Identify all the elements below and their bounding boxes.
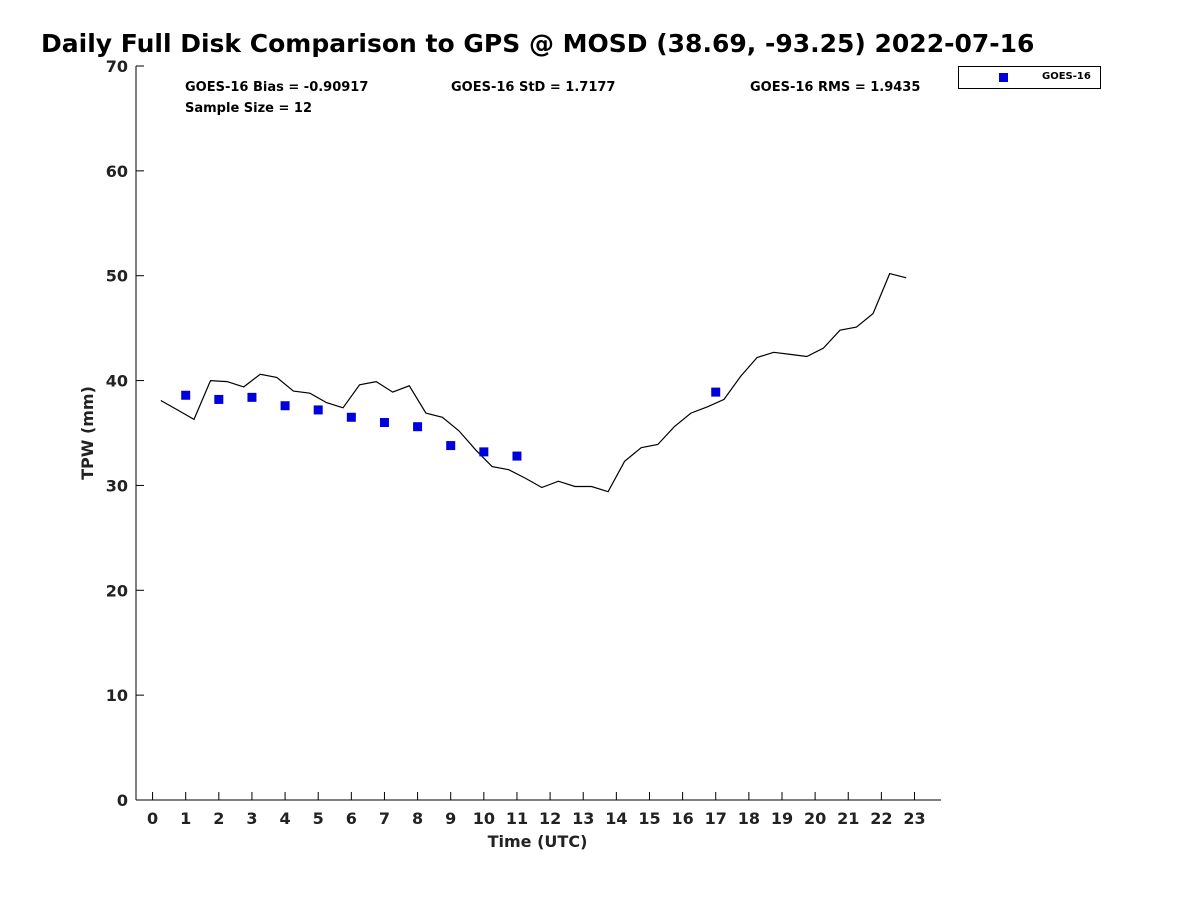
- x-tick-label-8: 8: [412, 809, 423, 828]
- gps-line-layer: [160, 272, 907, 493]
- x-tick-label-9: 9: [445, 809, 456, 828]
- x-tick-label-1: 1: [180, 809, 191, 828]
- goes16-point: [446, 441, 456, 451]
- x-tick-label-0: 0: [147, 809, 158, 828]
- legend: GOES-16: [958, 66, 1101, 89]
- y-tick-label-0: 0: [117, 791, 128, 810]
- x-tick-label-5: 5: [313, 809, 324, 828]
- x-tick-label-12: 12: [539, 809, 561, 828]
- y-tick-label-40: 40: [106, 372, 128, 391]
- goes16-point: [379, 418, 389, 428]
- x-tick-label-4: 4: [280, 809, 291, 828]
- chart-title: Daily Full Disk Comparison to GPS @ MOSD…: [41, 29, 1035, 58]
- y-tick-label-60: 60: [106, 162, 128, 181]
- x-tick-label-10: 10: [473, 809, 495, 828]
- y-tick-label-70: 70: [106, 57, 128, 76]
- goes16-point: [247, 392, 257, 402]
- x-tick-label-22: 22: [870, 809, 892, 828]
- sample-size-stat: Sample Size = 12: [185, 101, 313, 116]
- x-tick-label-14: 14: [605, 809, 627, 828]
- gps-tpw-line: [160, 272, 907, 493]
- x-tick-label-20: 20: [804, 809, 826, 828]
- goes16-point: [711, 387, 721, 397]
- legend-marker-square: [999, 73, 1008, 82]
- goes16-marker-layer: [181, 387, 721, 461]
- x-tick-label-17: 17: [705, 809, 727, 828]
- y-tick-label-20: 20: [106, 581, 128, 600]
- legend-label: GOES-16: [1042, 71, 1091, 82]
- goes16-point: [280, 401, 290, 411]
- x-tick-label-3: 3: [246, 809, 257, 828]
- goes16-point: [413, 422, 423, 432]
- rms-stat: GOES-16 RMS = 1.9435: [750, 80, 921, 95]
- std-stat: GOES-16 StD = 1.7177: [451, 80, 616, 95]
- x-axis-label: Time (UTC): [488, 832, 588, 851]
- x-tick-label-2: 2: [213, 809, 224, 828]
- y-tick-label-50: 50: [106, 267, 128, 286]
- bias-stat: GOES-16 Bias = -0.90917: [185, 80, 369, 95]
- x-tick-label-21: 21: [837, 809, 859, 828]
- x-tick-label-6: 6: [346, 809, 357, 828]
- goes16-point: [181, 390, 191, 400]
- x-tick-label-23: 23: [903, 809, 925, 828]
- goes16-point: [346, 412, 356, 422]
- x-tick-label-18: 18: [738, 809, 760, 828]
- x-tick-label-11: 11: [506, 809, 528, 828]
- goes16-point: [512, 451, 522, 461]
- x-tick-label-15: 15: [638, 809, 660, 828]
- goes16-point: [313, 405, 323, 415]
- y-tick-label-10: 10: [106, 686, 128, 705]
- y-axis-label: TPW (mm): [78, 386, 97, 480]
- x-tick-label-13: 13: [572, 809, 594, 828]
- y-tick-label-30: 30: [106, 476, 128, 495]
- x-tick-label-16: 16: [671, 809, 693, 828]
- goes16-point: [479, 447, 489, 457]
- goes16-point: [214, 394, 224, 404]
- x-tick-label-19: 19: [771, 809, 793, 828]
- x-tick-label-7: 7: [379, 809, 390, 828]
